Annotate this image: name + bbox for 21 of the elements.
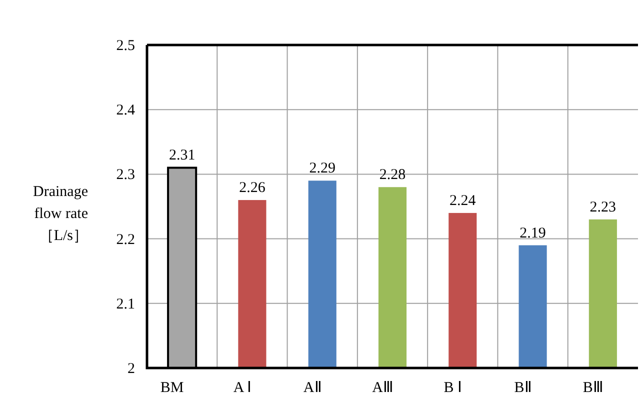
y-tick-label: 2.5 <box>116 38 135 54</box>
data-label: 2.28 <box>379 167 406 184</box>
x-tick-label: BⅢ <box>582 380 603 396</box>
y-tick-label: 2.1 <box>116 296 135 312</box>
x-tick-label: A Ⅰ <box>233 380 252 396</box>
y-tick-label: 2.4 <box>116 102 136 119</box>
x-tick-label: BⅡ <box>514 380 532 396</box>
data-label: 2.31 <box>168 148 196 164</box>
data-label: 2.26 <box>239 180 266 196</box>
y-tick-label: 2 <box>128 361 135 377</box>
data-label: 2.24 <box>450 192 476 209</box>
data-label: 2.19 <box>520 225 546 242</box>
x-tick-label: AⅢ <box>372 380 393 396</box>
data-label: 2.29 <box>309 160 336 177</box>
x-tick-label: BM <box>160 380 184 396</box>
y-tick-label: 2.3 <box>116 167 135 184</box>
y-tick-label: 2.2 <box>116 232 135 248</box>
x-tick-label: AⅡ <box>303 380 322 396</box>
y-axis-title: Drainage flow rate ［L/s］ <box>33 184 88 244</box>
data-label: 2.23 <box>590 199 616 216</box>
x-tick-label: B Ⅰ <box>444 380 462 396</box>
